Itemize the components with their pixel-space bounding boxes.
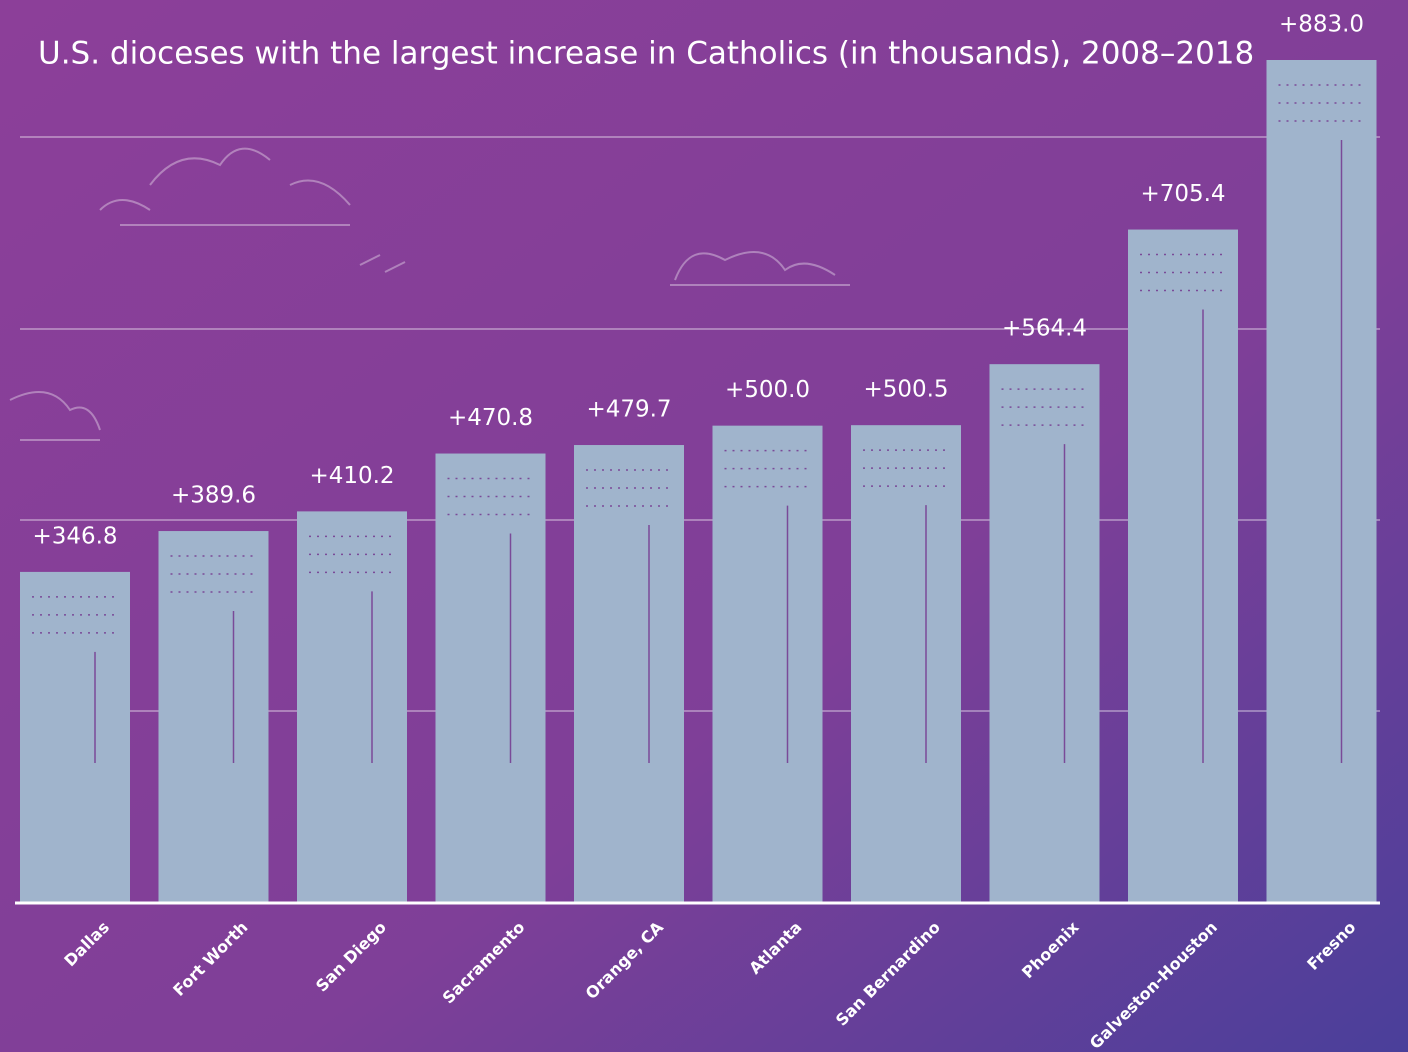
value-label: +705.4 (1140, 181, 1225, 207)
value-label: +500.0 (725, 377, 810, 403)
bar (712, 425, 823, 903)
bar (297, 511, 407, 903)
chart-title: U.S. dioceses with the largest increase … (38, 36, 1254, 72)
value-label: +410.2 (309, 463, 394, 489)
bar (158, 531, 269, 903)
value-label: +500.5 (863, 377, 948, 403)
bar (1266, 60, 1377, 903)
value-label: +346.8 (32, 523, 117, 549)
value-label: +479.7 (586, 397, 671, 423)
value-label: +564.4 (1002, 316, 1087, 342)
bar (435, 453, 546, 903)
value-label: +883.0 (1279, 12, 1364, 38)
bar (1128, 229, 1238, 904)
value-label: +389.6 (171, 483, 256, 509)
bar (851, 425, 961, 903)
value-label: +470.8 (448, 405, 533, 431)
bar (20, 571, 130, 903)
bar (989, 364, 1100, 904)
bar (574, 445, 684, 903)
